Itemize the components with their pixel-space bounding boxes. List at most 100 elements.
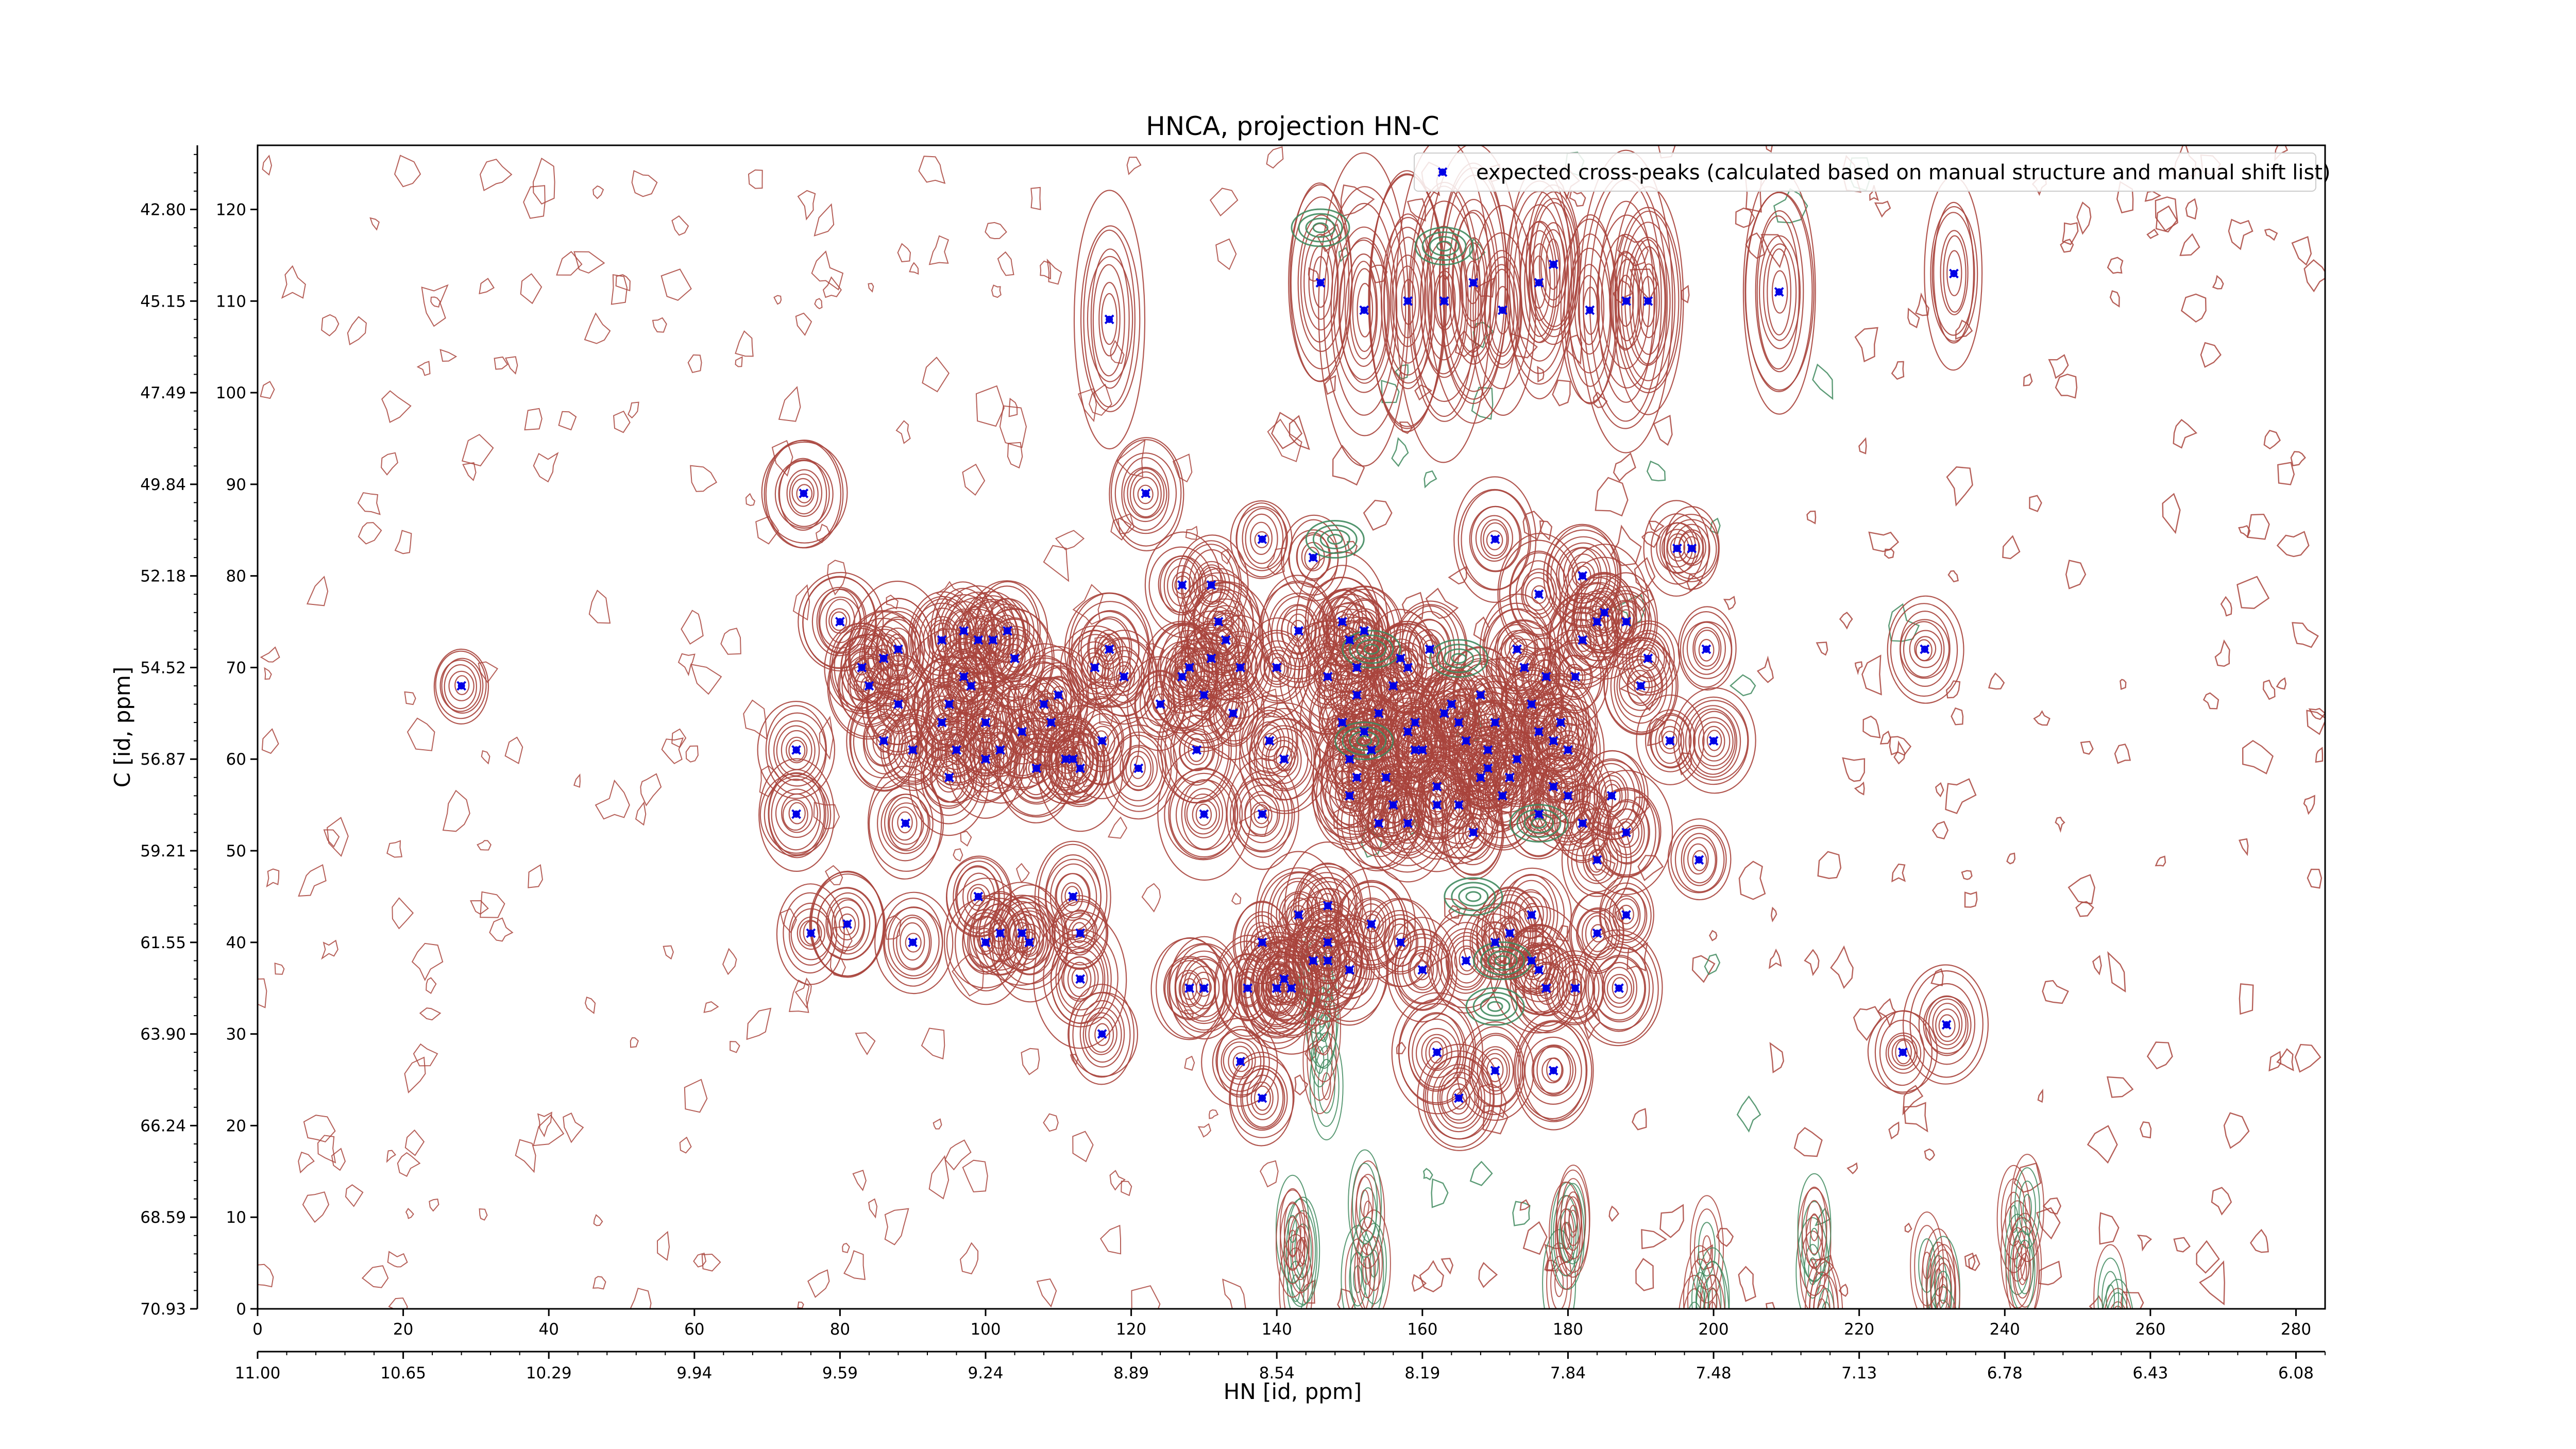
noise-contour	[470, 900, 489, 915]
cross-peak-marker	[1592, 928, 1602, 938]
noise-contour	[2146, 228, 2159, 239]
noise-contour	[2250, 1228, 2269, 1253]
noise-contour	[515, 1139, 536, 1173]
noise-contour	[520, 273, 543, 305]
noise-contour	[1184, 1055, 1195, 1071]
noise-contour	[1619, 670, 1660, 712]
peak-contour	[1072, 757, 1087, 779]
peak-contour	[1229, 1056, 1295, 1138]
peak-contour	[1248, 707, 1320, 812]
peak-contour	[1033, 911, 1127, 1049]
peak-contour	[1633, 675, 1650, 696]
y-index-tick-label: 40	[226, 934, 246, 952]
peak-contour	[1303, 233, 1338, 331]
peak-contour	[765, 440, 844, 549]
peak-contour	[1902, 964, 1989, 1085]
x-index-tick-label: 160	[1407, 1320, 1437, 1339]
cross-peak-marker	[1017, 727, 1027, 737]
contour-layer	[258, 145, 2325, 1309]
streak-contour	[1805, 1214, 1823, 1269]
noise-contour	[1646, 460, 1666, 482]
streak-contour	[1556, 1165, 1590, 1273]
streak-contour	[1275, 1174, 1310, 1283]
cross-peak-marker	[1476, 690, 1486, 700]
peak-contour	[1180, 955, 1227, 1022]
streak-contour	[1808, 1271, 1835, 1309]
cross-peak-marker	[1585, 305, 1595, 315]
peak-contour	[1433, 270, 1456, 331]
peak-contour	[867, 655, 930, 753]
noise-contour	[1448, 905, 1460, 919]
noise-contour	[1021, 1048, 1040, 1075]
peak-contour	[1470, 506, 1520, 572]
streak-contour	[1801, 1201, 1827, 1283]
noise-contour	[722, 948, 737, 975]
noise-contour	[413, 1043, 438, 1067]
peak-contour	[1123, 746, 1154, 791]
cross-peak-marker	[1359, 626, 1369, 636]
cross-peak-marker	[1432, 1047, 1442, 1057]
noise-contour	[404, 1129, 425, 1156]
legend-box	[1414, 153, 2316, 192]
peak-contour	[1267, 739, 1299, 778]
peak-contour	[1170, 772, 1239, 858]
peak-contour	[1318, 892, 1336, 917]
noise-contour	[1077, 387, 1097, 423]
noise-contour	[381, 390, 412, 423]
peak-contour	[1044, 676, 1074, 714]
noise-contour	[2037, 1088, 2044, 1103]
cross-peak-marker	[988, 635, 998, 645]
noise-contour	[884, 1208, 909, 1245]
peak-contour	[972, 707, 998, 737]
cross-peak-marker	[1454, 800, 1464, 810]
cross-peak-marker	[1694, 855, 1704, 865]
peak-contour	[1453, 722, 1525, 813]
negative-contour	[1421, 231, 1467, 261]
peak-contour	[1120, 745, 1158, 790]
peak-contour	[1057, 740, 1104, 798]
peak-contour	[1462, 816, 1485, 849]
noise-contour	[2144, 190, 2162, 202]
peak-contour	[1312, 256, 1329, 308]
negative-contour	[1356, 735, 1372, 747]
x-index-axis: 0 20 40 60 80 100 120 140 160 180 200 220 240 260 280	[252, 1309, 2311, 1339]
peak-contour	[1547, 768, 1591, 823]
noise-contour	[1394, 364, 1409, 380]
cross-peak-marker	[1345, 965, 1354, 975]
cross-peak-marker	[1461, 736, 1471, 746]
noise-contour	[1730, 674, 1756, 697]
peak-contour	[1567, 553, 1600, 598]
peak-contour	[1593, 954, 1647, 1023]
peak-contour	[1580, 770, 1673, 896]
noise-contour	[1842, 757, 1866, 782]
peak-contour	[1158, 555, 1207, 614]
noise-contour	[703, 1001, 719, 1013]
cross-peak-marker	[893, 644, 903, 654]
cross-peak-marker	[1534, 809, 1544, 819]
x-ppm-tick-label: 10.29	[526, 1364, 572, 1383]
cross-peak-marker	[908, 745, 918, 755]
y-index-tick-label: 110	[216, 292, 246, 311]
peak-contour	[1101, 646, 1145, 709]
peak-contour	[1763, 243, 1797, 341]
cross-peak-marker	[1403, 662, 1413, 672]
noise-contour	[563, 1112, 584, 1143]
peak-contour	[1115, 665, 1132, 688]
peak-contour	[1614, 818, 1640, 848]
cross-peak-marker	[1257, 937, 1267, 948]
peak-contour	[1686, 621, 1726, 675]
peak-contour	[761, 441, 848, 544]
peak-contour	[1531, 678, 1590, 766]
noise-contour	[1121, 1181, 1132, 1197]
peak-contour	[1265, 956, 1302, 1003]
streak-contour	[2005, 1217, 2040, 1309]
peak-contour	[1326, 867, 1416, 980]
noise-contour	[1185, 526, 1198, 540]
cross-peak-marker	[1403, 818, 1413, 829]
noise-contour	[264, 667, 272, 680]
noise-contour	[1209, 1109, 1219, 1119]
noise-contour	[1907, 308, 1920, 329]
noise-contour	[1100, 1224, 1122, 1255]
peak-contour	[1932, 1003, 1963, 1046]
